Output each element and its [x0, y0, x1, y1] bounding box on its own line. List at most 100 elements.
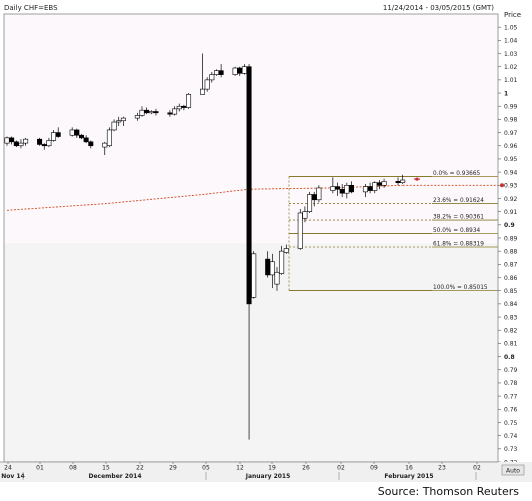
candle-body: [297, 212, 303, 249]
candle-body: [111, 121, 117, 131]
x-tick-label: 16: [405, 465, 413, 472]
candle-body: [372, 182, 378, 191]
candle-body: [116, 120, 122, 123]
x-tick-label: 02: [473, 465, 481, 472]
x-tick-label: 15: [102, 465, 110, 472]
candle-body: [176, 105, 182, 110]
last-price-marker: [500, 183, 504, 188]
candle: [23, 137, 29, 146]
candle-body: [200, 88, 206, 95]
candle: [134, 112, 140, 121]
y-tick-label: 0.98: [504, 117, 518, 124]
y-tick-label: 0.76: [504, 407, 518, 414]
candle: [335, 182, 341, 196]
candle-body: [46, 140, 52, 147]
y-tick-label: 0.88: [504, 248, 518, 255]
auto-scale-label: Auto: [506, 467, 520, 474]
candle: [172, 106, 178, 116]
candle-body: [186, 94, 192, 108]
candle: [232, 66, 238, 76]
candle: [55, 127, 61, 138]
candle-body: [78, 134, 84, 139]
candle-body: [74, 129, 80, 136]
x-tick-label: 19: [268, 465, 276, 472]
y-tick-label: 0.85: [504, 288, 518, 295]
candle: [88, 140, 94, 149]
candle-body: [153, 111, 159, 114]
candle: [74, 128, 80, 138]
candle-body: [209, 74, 215, 81]
candle-body: [367, 186, 373, 191]
candle: [78, 133, 84, 140]
y-tick-label: 0.73: [504, 446, 518, 453]
y-tick-label: 0.91: [504, 209, 518, 216]
candle: [46, 137, 52, 148]
x-tick-label: 23: [438, 465, 446, 472]
candle-body: [13, 141, 19, 147]
candle-body: [106, 129, 112, 147]
candle: [297, 209, 303, 250]
candle-body: [311, 194, 317, 201]
y-tick-label: 0.81: [504, 341, 518, 348]
candle: [120, 116, 126, 126]
candle-body: [181, 105, 187, 108]
x-tick-label: 26: [302, 465, 310, 472]
x-month-label: December 2014: [88, 473, 141, 480]
y-tick-label: 0.89: [504, 235, 518, 242]
candle-body: [204, 79, 210, 90]
candle-body: [167, 112, 173, 115]
x-tick-label: 01: [36, 465, 44, 472]
candle: [18, 139, 24, 149]
candle-body: [102, 142, 108, 148]
candle-body: [69, 129, 75, 136]
candle: [186, 93, 192, 109]
candle: [316, 185, 322, 203]
y-tick-label: 0.97: [504, 130, 518, 137]
candle-body: [246, 66, 252, 305]
candle: [400, 174, 406, 184]
x-month-label: February 2015: [384, 473, 433, 480]
candle: [283, 244, 289, 254]
candle: [274, 266, 280, 291]
y-tick-label: 0.96: [504, 143, 518, 150]
candle-body: [400, 179, 406, 183]
candle-body: [265, 258, 271, 276]
fib-label: 0.0% = 0.93665: [433, 171, 481, 177]
candle: [381, 178, 387, 188]
x-month-label: Nov 14: [1, 473, 25, 480]
y-tick-label: 0.82: [504, 328, 518, 335]
x-tick-label: 08: [69, 465, 77, 472]
candle-body: [55, 132, 61, 137]
x-tick-label: 12: [236, 465, 244, 472]
y-tick-label: 1.01: [504, 77, 518, 84]
candle-body: [330, 186, 336, 191]
candle-body: [218, 70, 224, 75]
candle-body: [139, 109, 145, 116]
y-tick-label: 0.74: [504, 433, 518, 440]
candle: [269, 253, 275, 289]
x-month-label: January 2015: [245, 473, 291, 480]
x-tick-label: 22: [136, 465, 144, 472]
candle-body: [381, 181, 387, 186]
fib-label: 61.8% = 0.88319: [433, 241, 484, 247]
candle-body: [144, 109, 150, 114]
moving-average-line: [6, 184, 403, 211]
y-tick-label: 0.86: [504, 275, 518, 282]
candle: [348, 181, 354, 194]
candle: [200, 53, 206, 95]
candle-body: [148, 111, 154, 114]
y-tick-label: 1.05: [504, 24, 518, 31]
candle-body: [232, 67, 238, 75]
candle: [302, 206, 308, 223]
candle: [153, 108, 159, 116]
candle-body: [134, 115, 140, 119]
candle: [9, 136, 15, 145]
fib-label: 23.6% = 0.91624: [433, 198, 484, 204]
candle: [218, 64, 224, 78]
candle: [37, 137, 43, 146]
candle-body: [241, 66, 247, 74]
candle-body: [18, 142, 24, 147]
candle: [106, 127, 112, 148]
candle-body: [335, 186, 341, 190]
auto-scale-button: [501, 464, 525, 476]
